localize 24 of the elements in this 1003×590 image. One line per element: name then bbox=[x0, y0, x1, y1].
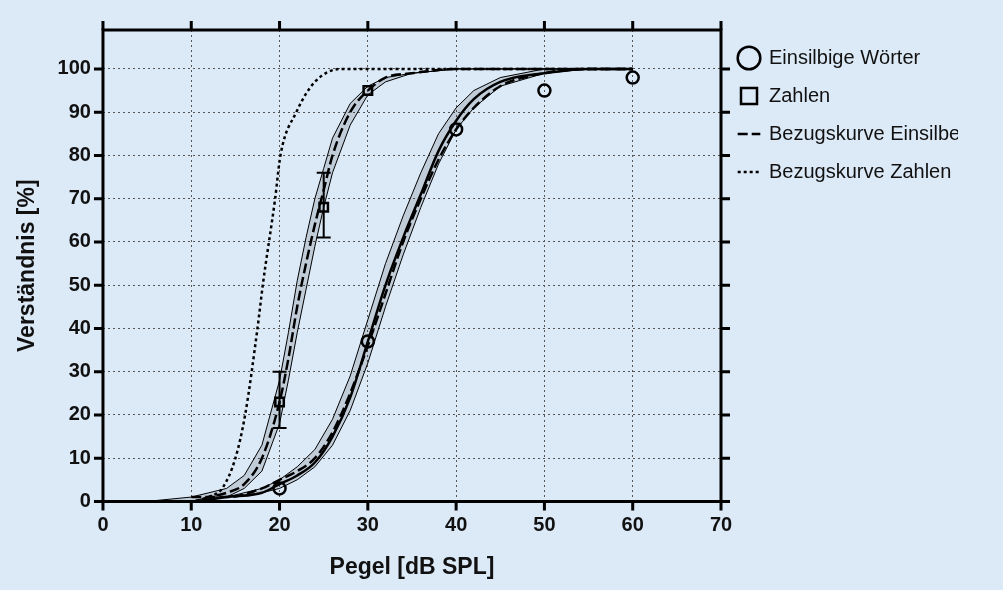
y-tick-label: 70 bbox=[68, 186, 91, 209]
y-tick-label: 90 bbox=[68, 99, 91, 122]
legend-label: Zahlen bbox=[769, 83, 831, 106]
x-tick-label: 20 bbox=[268, 512, 291, 535]
y-tick-label: 0 bbox=[79, 488, 91, 511]
y-tick-label: 60 bbox=[68, 229, 91, 252]
y-tick-label: 100 bbox=[57, 56, 91, 79]
y-tick-label: 10 bbox=[68, 445, 91, 468]
y-tick-label: 50 bbox=[68, 272, 91, 295]
y-tick-label: 80 bbox=[68, 142, 91, 165]
x-tick-label: 40 bbox=[445, 512, 468, 535]
x-tick-label: 0 bbox=[97, 512, 109, 535]
x-tick-label: 30 bbox=[356, 512, 379, 535]
y-axis-title: Verständnis [%] bbox=[13, 179, 40, 352]
x-axis-title: Pegel [dB SPL] bbox=[329, 552, 495, 579]
x-tick-label: 50 bbox=[533, 512, 556, 535]
legend-label: Einsilbige Wörter bbox=[769, 45, 921, 68]
y-tick-label: 20 bbox=[68, 402, 91, 425]
y-tick-label: 40 bbox=[68, 315, 91, 338]
y-tick-label: 30 bbox=[68, 359, 91, 382]
legend-label: Bezugskurve Zahlen bbox=[769, 159, 952, 182]
x-tick-label: 70 bbox=[709, 512, 733, 535]
x-tick-label: 60 bbox=[621, 512, 644, 535]
x-tick-label: 10 bbox=[180, 512, 203, 535]
